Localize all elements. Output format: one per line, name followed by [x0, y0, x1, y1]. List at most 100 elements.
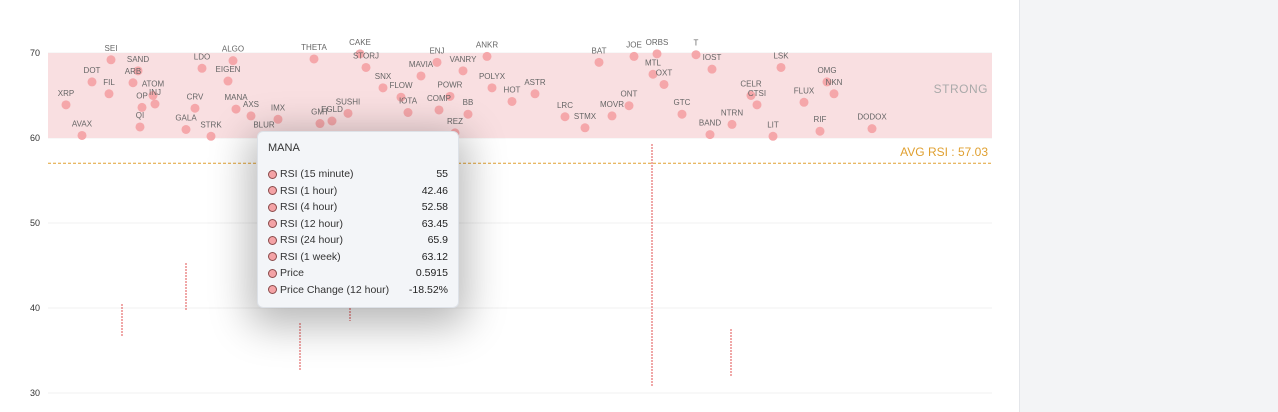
coin-label: STMX: [574, 112, 597, 121]
coin-point[interactable]: [458, 66, 468, 76]
coin-label: GTC: [674, 98, 691, 107]
coin-point[interactable]: [378, 83, 388, 93]
coin-label: FLOW: [389, 81, 413, 90]
coin-point[interactable]: [463, 109, 473, 119]
coin-label: OXT: [656, 68, 673, 77]
coin-label: SEI: [105, 44, 118, 53]
coin-point[interactable]: [206, 131, 216, 141]
tooltip-row-value: 63.12: [421, 250, 448, 263]
strong-zone-label: STRONG: [934, 82, 988, 96]
coin-label: LRC: [557, 101, 573, 110]
coin-label: ASTR: [524, 78, 546, 87]
coin-point[interactable]: [705, 130, 715, 140]
coin-label: FIL: [103, 78, 115, 87]
coin-label: GMT: [311, 108, 329, 117]
coin-point[interactable]: [560, 112, 570, 122]
coin-point[interactable]: [482, 51, 492, 61]
tooltip-row: Price Change (12 hour) -18.52%: [268, 282, 448, 299]
coin-point[interactable]: [104, 89, 114, 99]
coin-point[interactable]: [677, 109, 687, 119]
coin-tooltip: MANA RSI (15 minute) 55 RSI (1 hour) 42.46…: [257, 131, 459, 308]
tooltip-row-value: 63.45: [421, 217, 448, 230]
tooltip-row-value: -18.52%: [408, 283, 448, 296]
coin-point[interactable]: [629, 51, 639, 61]
tooltip-row-value: 42.46: [421, 184, 448, 197]
coin-point[interactable]: [396, 92, 406, 102]
coin-point[interactable]: [327, 116, 337, 126]
coin-label: ALGO: [222, 45, 244, 54]
coin-point[interactable]: [822, 77, 832, 87]
coin-point[interactable]: [355, 49, 365, 59]
coin-point[interactable]: [148, 91, 158, 100]
coin-point[interactable]: [135, 122, 145, 132]
coin-point[interactable]: [607, 111, 617, 121]
coin-point[interactable]: [799, 97, 809, 107]
coin-point[interactable]: [776, 62, 786, 72]
coin-point[interactable]: [181, 125, 191, 134]
coin-label: LIT: [767, 120, 779, 129]
coin-label: IOTA: [399, 97, 418, 106]
tooltip-title: MANA: [268, 142, 300, 154]
coin-point[interactable]: [87, 77, 97, 87]
coin-point[interactable]: [61, 100, 71, 110]
tooltip-row: Price 0.5915: [268, 265, 448, 282]
coin-label: STRK: [200, 120, 222, 129]
coin-point[interactable]: [580, 123, 590, 133]
coin-point[interactable]: [530, 89, 540, 99]
coin-point[interactable]: [106, 55, 116, 65]
coin-point[interactable]: [150, 99, 160, 109]
coin-point[interactable]: [190, 103, 200, 113]
coin-point[interactable]: [231, 104, 241, 114]
coin-point[interactable]: [445, 91, 455, 101]
rsi-heatmap-chart: STRONG AVG RSI : 57.03 30 40 50 60 70 XRP AVA…: [30, 37, 992, 398]
coin-label: ENJ: [429, 46, 444, 55]
coin-point[interactable]: [223, 76, 233, 86]
coin-point[interactable]: [815, 126, 825, 136]
coin-point[interactable]: [594, 57, 604, 67]
coin-point[interactable]: [707, 64, 717, 74]
coin-label: LDO: [194, 52, 210, 61]
coin-label: RIF: [814, 115, 827, 124]
coin-point[interactable]: [752, 100, 762, 110]
coin-label: ARB: [125, 67, 141, 76]
coin-point[interactable]: [624, 101, 634, 111]
coin-point[interactable]: [746, 91, 756, 100]
coin-point[interactable]: [507, 96, 517, 106]
coin-point[interactable]: [829, 89, 839, 99]
coin-point[interactable]: [434, 105, 444, 115]
coin-label: EGLD: [321, 105, 343, 114]
coin-point[interactable]: [137, 102, 147, 112]
coin-point[interactable]: [361, 62, 371, 72]
coin-point[interactable]: [768, 131, 778, 141]
coin-label: REZ: [447, 117, 463, 126]
coin-point[interactable]: [648, 69, 658, 79]
coin-point[interactable]: [432, 57, 442, 67]
coin-label: BAND: [699, 119, 721, 128]
coin-point[interactable]: [691, 50, 701, 60]
coin-label: SUSHI: [336, 97, 360, 106]
coin-point[interactable]: [128, 78, 138, 88]
coin-label: OP: [136, 91, 148, 100]
coin-point[interactable]: [403, 108, 413, 117]
coin-point[interactable]: [343, 108, 353, 118]
coin-point[interactable]: [487, 83, 497, 93]
coin-point[interactable]: [228, 56, 238, 66]
coin-label: DODOX: [857, 113, 887, 122]
coin-point[interactable]: [867, 124, 877, 134]
tooltip-row-value: 55: [436, 168, 448, 181]
coin-point[interactable]: [133, 66, 143, 76]
coin-point[interactable]: [309, 54, 319, 64]
coin-label: ORBS: [646, 38, 669, 47]
coin-point[interactable]: [659, 79, 669, 89]
coin-point[interactable]: [416, 71, 426, 81]
coin-point[interactable]: [273, 114, 283, 124]
coin-point[interactable]: [652, 49, 662, 59]
coin-point[interactable]: [77, 130, 87, 140]
coin-point[interactable]: [315, 119, 325, 129]
coin-label: THETA: [301, 43, 327, 52]
coin-point[interactable]: [727, 119, 737, 129]
tooltip-row-value: 65.9: [427, 234, 448, 247]
coin-point[interactable]: [246, 111, 256, 121]
coin-point[interactable]: [197, 63, 207, 73]
coin-label: MTL: [645, 58, 662, 67]
